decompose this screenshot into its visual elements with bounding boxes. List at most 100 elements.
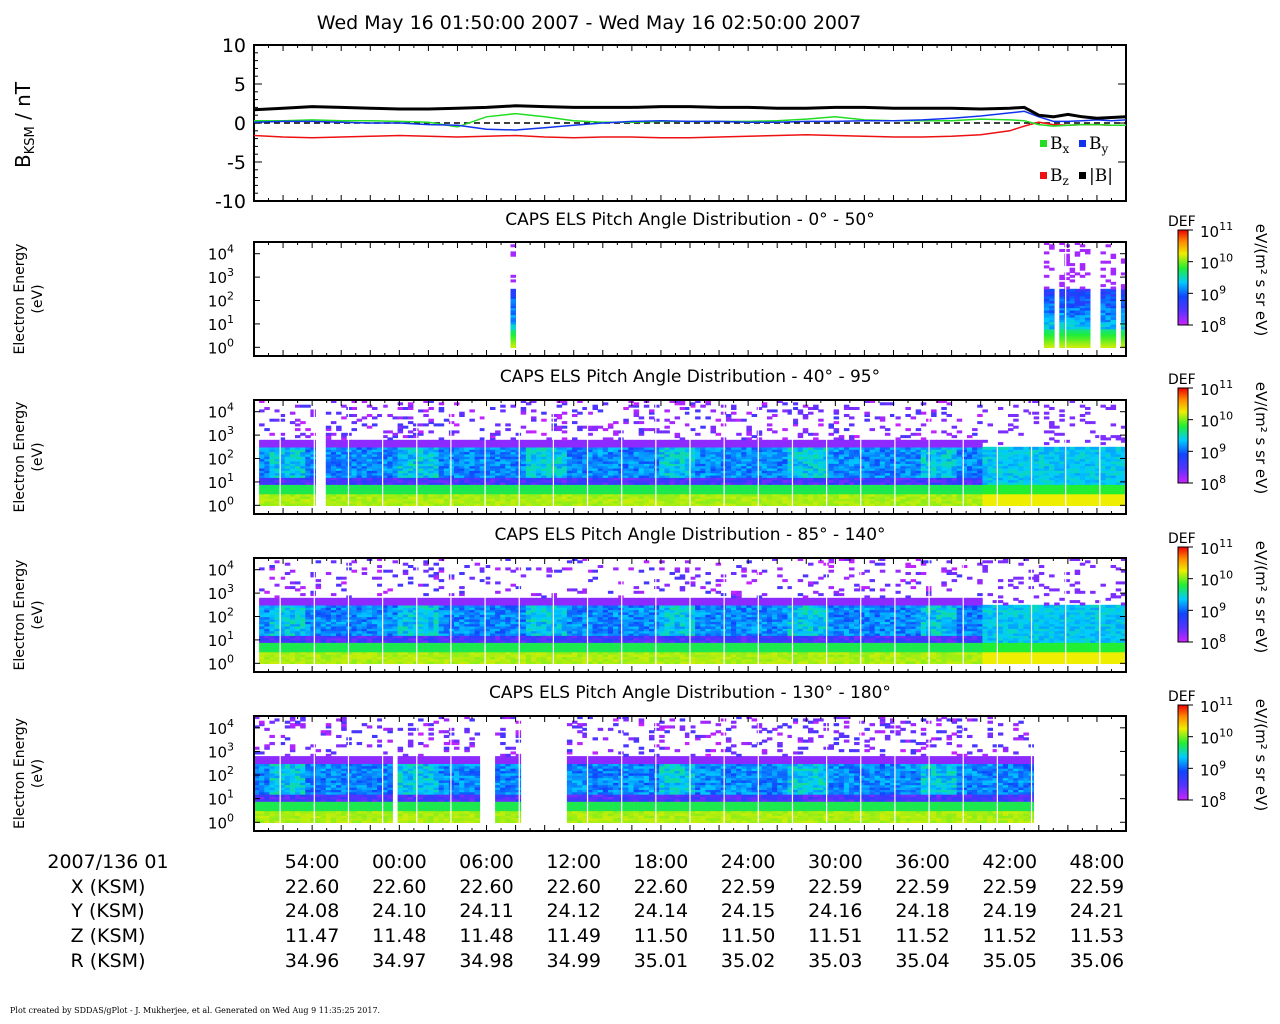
heat-cell	[510, 474, 516, 478]
heat-cell	[556, 449, 563, 453]
heat-cell	[300, 470, 306, 474]
heat-cell	[413, 428, 419, 432]
heat-cell	[428, 453, 434, 457]
heat-cell	[423, 458, 429, 462]
heat-cell	[541, 477, 547, 481]
heat-cell	[448, 449, 455, 453]
heat-cell	[438, 449, 445, 453]
heat-cell	[279, 432, 286, 436]
heat-cell	[259, 484, 265, 488]
heat-cell	[587, 411, 593, 415]
heat-cell	[531, 496, 537, 499]
heat-cell	[284, 467, 291, 471]
heat-cell	[428, 451, 434, 455]
heat-cell	[782, 402, 788, 406]
heat-cell	[423, 484, 429, 488]
heat-cell	[1105, 291, 1111, 295]
heat-cell	[448, 474, 455, 478]
heat-cell	[495, 500, 501, 504]
heat-cell	[382, 439, 388, 443]
heat-cell	[289, 444, 296, 448]
heat-cell	[1105, 338, 1111, 341]
heat-cell	[341, 486, 347, 490]
heat-cell	[843, 439, 850, 443]
heat-cell	[397, 430, 404, 434]
heat-cell	[566, 493, 573, 497]
heat-cell	[628, 404, 634, 408]
heat-cell	[536, 451, 542, 455]
heat-cell	[515, 496, 522, 499]
heat-cell	[495, 493, 501, 497]
heat-cell	[582, 479, 588, 483]
heat-cell	[1059, 300, 1065, 304]
heat-cell	[505, 453, 511, 457]
heat-cell	[505, 449, 511, 453]
heat-cell	[264, 407, 270, 410]
heat-cell	[551, 463, 557, 467]
heat-cell	[566, 467, 573, 471]
heat-cell	[766, 416, 773, 420]
heat-cell	[566, 479, 573, 483]
heat-cell	[766, 439, 773, 443]
heat-cell	[479, 496, 486, 499]
heat-cell	[259, 409, 265, 413]
heat-cell	[407, 442, 414, 446]
heat-cell	[336, 472, 342, 476]
heat-cell	[505, 474, 511, 478]
heat-cell	[484, 484, 491, 488]
heat-cell	[361, 479, 368, 483]
heat-cell	[649, 428, 655, 432]
heat-cell	[402, 491, 409, 495]
heat-cell	[1049, 345, 1055, 348]
heat-cell	[515, 458, 522, 462]
heat-cell	[407, 456, 414, 460]
heat-cell	[366, 458, 373, 462]
heat-cell	[1079, 286, 1086, 290]
heat-cell	[520, 491, 527, 495]
heat-cell	[361, 496, 368, 499]
heat-cell	[561, 449, 568, 453]
heat-cell	[566, 500, 573, 504]
heat-cell	[438, 446, 445, 450]
heat-cell	[428, 430, 434, 434]
heat-cell	[469, 463, 475, 467]
heat-cell	[556, 470, 563, 474]
heat-cell	[536, 453, 542, 457]
heat-cell	[1079, 319, 1086, 323]
heat-cell	[351, 446, 357, 450]
heat-cell	[341, 444, 347, 448]
heat-cell	[1120, 328, 1127, 332]
heat-cell	[577, 463, 583, 467]
heat-cell	[525, 484, 532, 488]
spectrogram-2	[259, 400, 1127, 514]
heat-cell	[520, 446, 527, 450]
heat-cell	[336, 498, 342, 502]
heat-cell	[536, 503, 542, 506]
heat-cell	[879, 402, 886, 406]
heat-cell	[525, 500, 532, 504]
heat-cell	[1085, 338, 1091, 341]
series-line-bz	[253, 121, 1126, 139]
heat-cell	[448, 481, 455, 485]
heat-cell	[531, 498, 537, 502]
heat-cell	[325, 479, 332, 483]
heat-cell	[582, 488, 588, 492]
heat-cell	[1069, 302, 1076, 306]
heat-cell	[1085, 328, 1091, 332]
heat-cell	[382, 488, 388, 492]
heat-cell	[510, 449, 516, 453]
heat-cell	[587, 491, 593, 495]
heat-cell	[541, 500, 547, 504]
heat-cell	[366, 500, 373, 504]
heat-cell	[741, 437, 747, 441]
heat-cell	[407, 496, 414, 499]
heat-cell	[556, 488, 563, 492]
heat-cell	[572, 444, 578, 448]
heat-cell	[525, 449, 532, 453]
heat-cell	[531, 418, 537, 422]
heat-cell	[397, 407, 404, 410]
heat-cell	[546, 460, 552, 464]
heat-cell	[433, 458, 439, 462]
heat-cell	[1059, 342, 1065, 346]
heat-cell	[330, 446, 337, 450]
